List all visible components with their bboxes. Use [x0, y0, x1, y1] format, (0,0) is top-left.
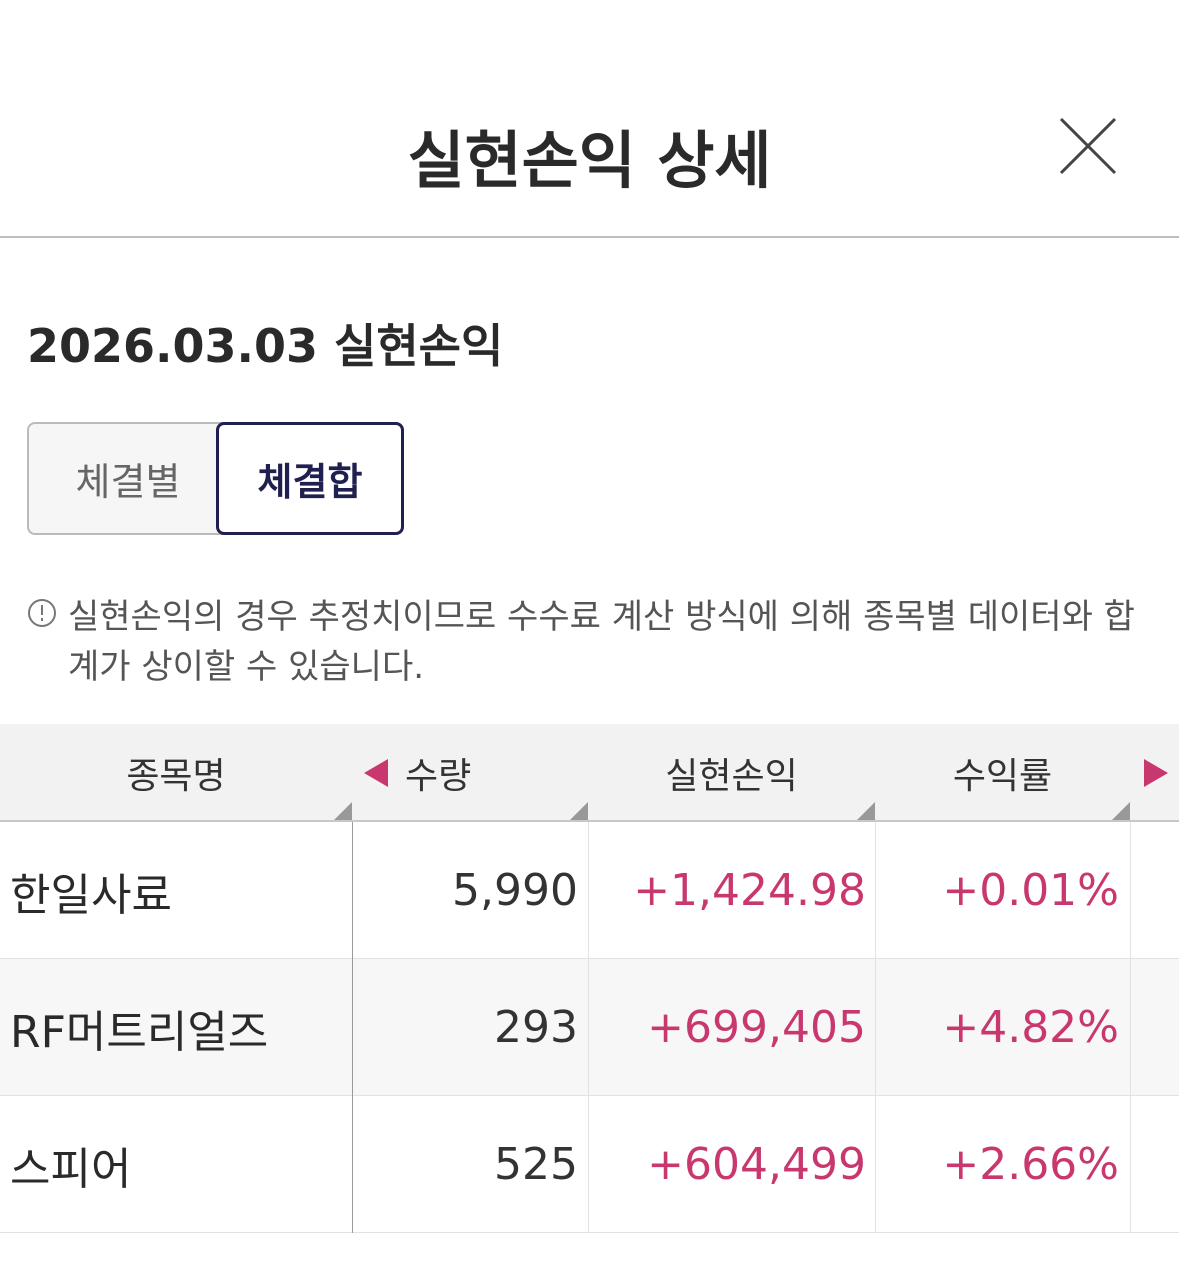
return-rate: +2.66%: [942, 1139, 1119, 1190]
column-divider: [1130, 1096, 1131, 1233]
column-divider: [352, 822, 353, 959]
table-header: [0, 724, 1179, 822]
sort-markers: [334, 802, 1130, 820]
return-rate: +4.82%: [942, 1002, 1119, 1053]
header-title: 실현손익 상세: [407, 124, 772, 197]
column-divider: [588, 822, 589, 959]
scroll-right-arrow[interactable]: [1142, 757, 1170, 789]
info-icon: [28, 599, 56, 627]
table-row: [0, 1096, 1179, 1233]
column-divider: [588, 959, 589, 1096]
column-header: 수량: [405, 756, 472, 797]
table-row: [0, 959, 1179, 1096]
column-divider: [1130, 959, 1131, 1096]
scroll-left-arrow[interactable]: [362, 757, 390, 789]
column-header: 종목명: [126, 756, 226, 797]
column-divider: [1130, 822, 1131, 959]
tab[interactable]: 체결별: [27, 422, 227, 535]
quantity: 525: [494, 1139, 578, 1190]
column-divider: [352, 1096, 353, 1233]
date-title: 2026.03.03 실현손익: [27, 319, 504, 373]
tab-selected[interactable]: 체결합: [216, 422, 404, 535]
column-header: 실현손익: [665, 756, 798, 797]
stock-name: RF머트리얼즈: [10, 1006, 269, 1058]
notice: 실현손익의 경우 추정치이므로 수수료 계산 방식에 의해 종목별 데이터와 합…: [68, 597, 1135, 687]
quantity: 5,990: [452, 865, 578, 916]
realized-pnl: +1,424.98: [633, 865, 866, 916]
realized-pnl: +699,405: [647, 1002, 866, 1053]
column-divider: [875, 1096, 876, 1233]
column-divider: [875, 959, 876, 1096]
column-divider: [352, 959, 353, 1096]
stock-name: 한일사료: [10, 869, 172, 921]
column-divider: [588, 1096, 589, 1233]
close-button[interactable]: [1058, 116, 1118, 176]
return-rate: +0.01%: [942, 865, 1119, 916]
realized-pnl: +604,499: [647, 1139, 866, 1190]
table-row: [0, 822, 1179, 959]
column-divider: [875, 822, 876, 959]
divider: [0, 236, 1179, 238]
column-header: 수익률: [952, 756, 1053, 797]
quantity: 293: [494, 1002, 578, 1053]
stock-name: 스피어: [10, 1143, 132, 1195]
